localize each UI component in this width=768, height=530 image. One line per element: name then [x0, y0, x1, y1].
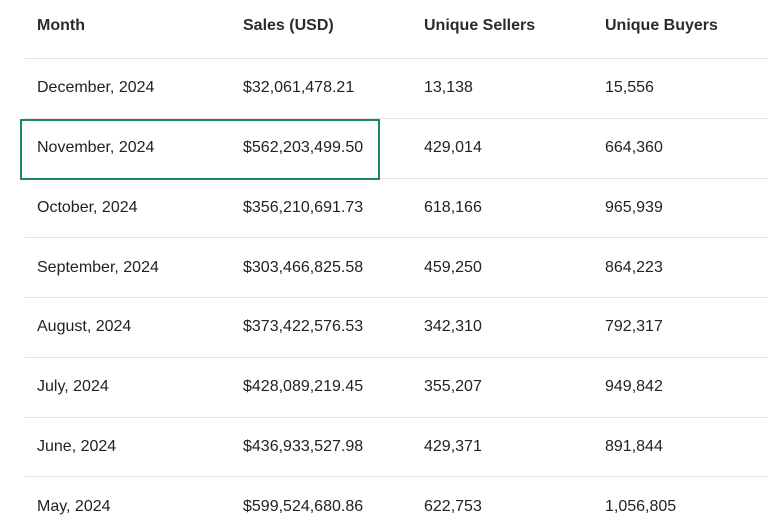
- table-row: September, 2024 $303,466,825.58 459,250 …: [25, 238, 768, 298]
- cell-month: June, 2024: [37, 437, 117, 455]
- cell-unique-buyers: 664,360: [605, 139, 663, 157]
- table-row: August, 2024 $373,422,576.53 342,310 792…: [25, 298, 768, 358]
- table-row: December, 2024 $32,061,478.21 13,138 15,…: [25, 59, 768, 119]
- table-row: July, 2024 $428,089,219.45 355,207 949,8…: [25, 358, 768, 418]
- cell-sales: $428,089,219.45: [243, 378, 364, 396]
- cell-month: September, 2024: [37, 258, 159, 276]
- cell-month: July, 2024: [37, 378, 109, 396]
- header-unique-sellers[interactable]: Unique Sellers: [424, 17, 536, 34]
- cell-sales: $356,210,691.73: [243, 198, 364, 216]
- cell-unique-sellers: 622,753: [424, 498, 482, 516]
- table-row: November, 2024 $562,203,499.50 429,014 6…: [25, 119, 768, 179]
- cell-sales: $373,422,576.53: [243, 318, 364, 336]
- cell-unique-buyers: 965,939: [605, 198, 663, 216]
- cell-unique-sellers: 13,138: [424, 79, 473, 97]
- cell-month: August, 2024: [37, 318, 132, 336]
- cell-unique-buyers: 792,317: [605, 318, 663, 336]
- header-unique-buyers[interactable]: Unique Buyers: [605, 17, 718, 34]
- cell-unique-buyers: 949,842: [605, 378, 663, 396]
- header-sales[interactable]: Sales (USD): [243, 17, 334, 34]
- cell-unique-buyers: 864,223: [605, 258, 663, 276]
- cell-unique-sellers: 355,207: [424, 378, 482, 396]
- cell-unique-buyers: 1,056,805: [605, 498, 677, 516]
- table-header-row: Month Sales (USD) Unique Sellers Unique …: [25, 0, 768, 59]
- cell-sales: $599,524,680.86: [243, 498, 364, 516]
- table-row: May, 2024 $599,524,680.86 622,753 1,056,…: [25, 477, 768, 530]
- cell-month: November, 2024: [37, 139, 155, 157]
- cell-month: October, 2024: [37, 198, 138, 216]
- cell-sales: $32,061,478.21: [243, 79, 355, 97]
- cell-sales: $303,466,825.58: [243, 258, 364, 276]
- table-row: October, 2024 $356,210,691.73 618,166 96…: [25, 179, 768, 239]
- cell-unique-sellers: 429,014: [424, 139, 482, 157]
- cell-unique-sellers: 459,250: [424, 258, 482, 276]
- cell-unique-buyers: 15,556: [605, 79, 654, 97]
- header-month[interactable]: Month: [37, 17, 85, 34]
- table-row: June, 2024 $436,933,527.98 429,371 891,8…: [25, 418, 768, 478]
- cell-unique-buyers: 891,844: [605, 437, 663, 455]
- cell-unique-sellers: 429,371: [424, 437, 482, 455]
- cell-unique-sellers: 618,166: [424, 198, 482, 216]
- cell-sales: $436,933,527.98: [243, 437, 364, 455]
- cell-sales: $562,203,499.50: [243, 139, 364, 157]
- sales-table: Month Sales (USD) Unique Sellers Unique …: [25, 0, 768, 530]
- cell-month: May, 2024: [37, 498, 111, 516]
- cell-month: December, 2024: [37, 79, 155, 97]
- cell-unique-sellers: 342,310: [424, 318, 482, 336]
